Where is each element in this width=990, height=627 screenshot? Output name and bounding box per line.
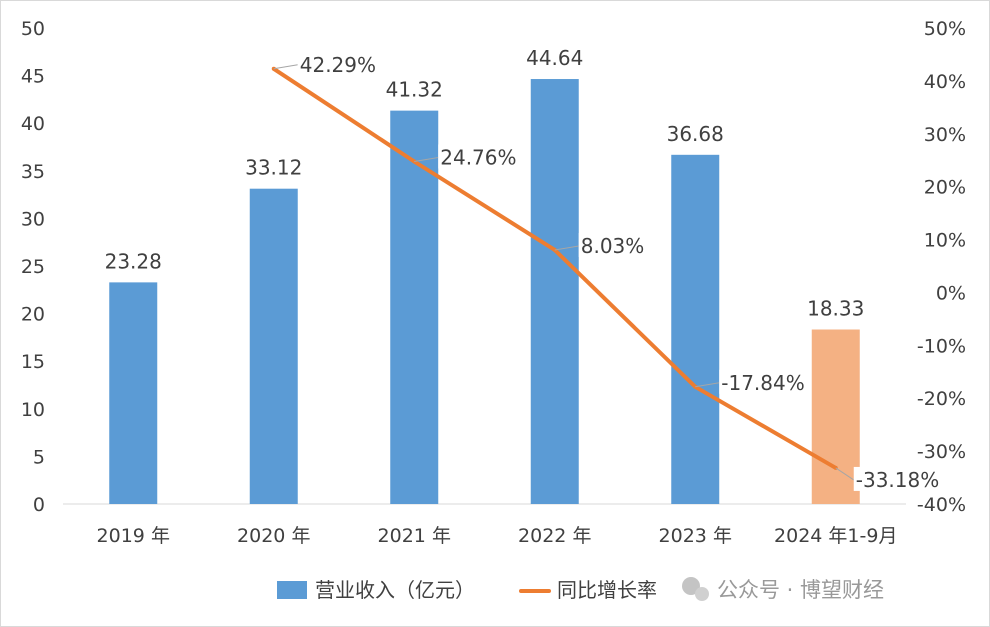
wechat-icon (682, 577, 700, 595)
left-tick-label: 20 (21, 304, 45, 326)
bar (390, 110, 439, 504)
right-tick-label: 10% (924, 230, 966, 252)
left-tick-label: 50 (21, 18, 45, 40)
leader-line (554, 245, 579, 251)
bar-value-label: 36.68 (667, 122, 724, 146)
right-tick-label: 30% (924, 124, 966, 146)
label-bg (578, 232, 639, 257)
left-tick-label: 15 (21, 351, 45, 373)
growth-value-label: -17.84% (721, 371, 804, 395)
bar (811, 329, 860, 504)
watermark: 公众号 · 博望财经 (682, 577, 884, 602)
label-bg (438, 144, 511, 169)
right-tick-label: 20% (924, 177, 966, 199)
bar-value-label: 33.12 (245, 156, 302, 180)
watermark-text: 公众号 · 博望财经 (717, 578, 884, 602)
legend-swatch-revenue (277, 581, 307, 599)
growth-value-label: -33.18% (856, 468, 939, 492)
leader-line (273, 64, 298, 70)
leader-line (414, 156, 439, 162)
leader-line (695, 382, 720, 388)
left-tick-label: 10 (21, 399, 45, 421)
left-tick-label: 35 (21, 161, 45, 183)
x-tick-label: 2020 年 (237, 525, 310, 547)
right-tick-label: -40% (917, 494, 966, 516)
right-tick-label: 0% (936, 282, 966, 304)
bar (109, 282, 158, 504)
bar-value-label: 18.33 (807, 296, 864, 320)
x-tick-label: 2024 年1-9月 (774, 525, 897, 547)
x-tick-label: 2021 年 (378, 525, 451, 547)
growth-value-label: 42.29% (300, 53, 376, 77)
right-tick-label: -30% (917, 441, 966, 463)
right-tick-label: -20% (917, 388, 966, 410)
legend-label-revenue: 营业收入（亿元） (315, 578, 475, 602)
left-tick-label: 25 (21, 256, 45, 278)
label-bg (853, 466, 938, 491)
bar-value-label: 41.32 (386, 78, 443, 102)
bar (530, 79, 579, 505)
left-tick-label: 0 (33, 494, 45, 516)
left-tick-label: 40 (21, 113, 45, 135)
label-bg (297, 51, 370, 76)
left-tick-label: 45 (21, 66, 45, 88)
x-tick-label: 2023 年 (659, 525, 732, 547)
left-tick-label: 5 (33, 446, 45, 468)
growth-value-label: 24.76% (440, 145, 516, 169)
label-bg (719, 369, 804, 394)
x-tick-label: 2022 年 (518, 525, 591, 547)
bar-value-label: 44.64 (526, 46, 583, 70)
legend: 营业收入（亿元） 同比增长率 (277, 578, 657, 602)
growth-value-label: 8.03% (581, 234, 645, 258)
leader-line (835, 467, 855, 481)
left-tick-label: 30 (21, 208, 45, 230)
legend-label-growth: 同比增长率 (557, 578, 657, 602)
bar-value-label: 23.28 (105, 249, 162, 273)
right-tick-label: 50% (924, 18, 966, 40)
right-tick-label: -10% (917, 335, 966, 357)
right-tick-label: 40% (924, 71, 966, 93)
x-tick-label: 2019 年 (97, 525, 170, 547)
bar (671, 154, 720, 504)
bar (249, 188, 298, 504)
